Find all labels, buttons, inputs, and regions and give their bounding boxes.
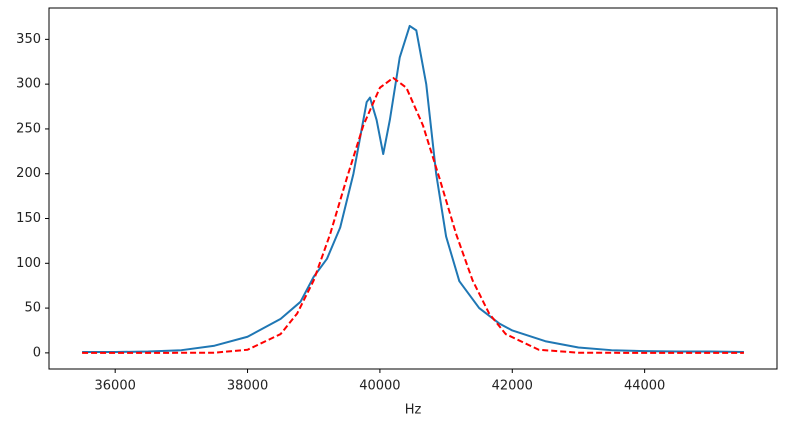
series-line (82, 76, 744, 354)
x-tick-label: 40000 (359, 379, 400, 394)
x-tick-label: 36000 (95, 379, 136, 394)
y-tick-label: 300 (16, 77, 41, 92)
x-tick-label: 44000 (624, 379, 665, 394)
y-tick-label: 100 (16, 256, 41, 271)
y-tick-label: 350 (16, 32, 41, 47)
y-tick-label: 50 (24, 301, 41, 316)
x-tick-label: 42000 (492, 379, 533, 394)
series-line (82, 24, 744, 353)
plot-frame (48, 7, 778, 370)
x-tick-label: 38000 (227, 379, 268, 394)
y-tick-label: 200 (16, 166, 41, 181)
y-tick-label: 150 (16, 211, 41, 226)
x-axis-label: Hz (405, 403, 422, 418)
y-tick-label: 0 (33, 345, 41, 360)
y-tick-label: 250 (16, 121, 41, 136)
